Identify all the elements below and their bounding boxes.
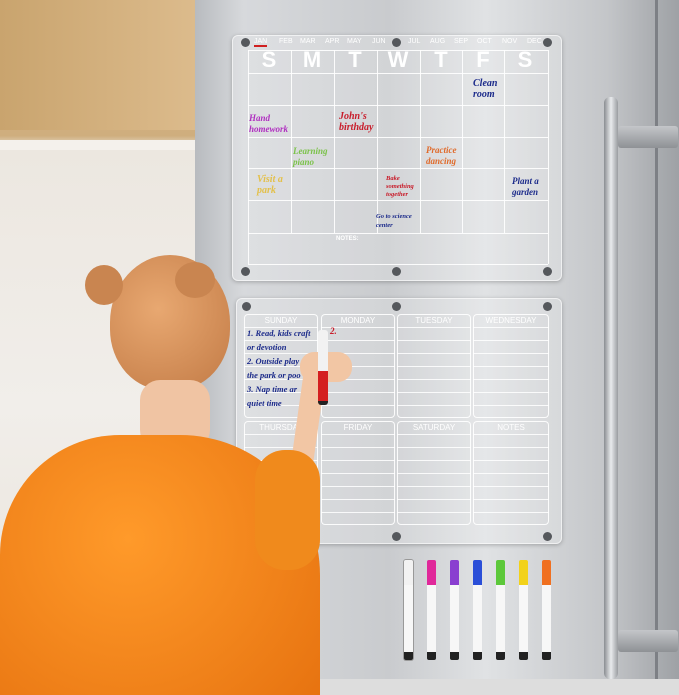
screw xyxy=(392,532,401,541)
hair-bun xyxy=(175,262,215,298)
marker-yellow[interactable] xyxy=(519,560,528,660)
event-science-center: Go to science center xyxy=(376,213,412,229)
month-oct: OCT xyxy=(477,38,492,45)
screw xyxy=(241,267,250,276)
handle-bracket-bottom xyxy=(618,630,678,652)
marker-white[interactable] xyxy=(404,560,413,660)
month-apr: APR xyxy=(325,38,340,45)
event-hand-homework: Hand homework xyxy=(249,113,289,134)
event-practice-dancing: Practice dancing xyxy=(426,145,457,166)
marker-blue[interactable] xyxy=(473,560,482,660)
event-learning-piano: Learning piano xyxy=(293,146,328,167)
month-nov: NOV xyxy=(502,38,518,45)
day-header: F xyxy=(476,47,490,72)
shelf xyxy=(0,140,195,150)
month-jan: JAN xyxy=(254,38,268,47)
event-bake-something: Bake something together xyxy=(386,175,414,198)
screw xyxy=(392,38,401,47)
marker-green[interactable] xyxy=(496,560,505,660)
screw xyxy=(543,302,552,311)
screw xyxy=(543,267,552,276)
month-feb: FEB xyxy=(279,38,293,45)
event-visit-a-park: Visit a park xyxy=(257,174,283,196)
day-header: M xyxy=(302,47,322,72)
screw xyxy=(242,302,251,311)
handle-bracket-top xyxy=(618,126,678,148)
weekly-cell-friday: FRIDAY xyxy=(321,421,395,525)
screw xyxy=(543,532,552,541)
weekly-cell-saturday: SATURDAY xyxy=(397,421,471,525)
day-header: T xyxy=(434,47,448,72)
weekly-cell-wednesday: WEDNESDAY xyxy=(473,314,549,418)
red-marker-in-hand xyxy=(318,330,328,405)
day-header: W xyxy=(387,47,409,72)
fridge-handle xyxy=(604,97,618,679)
fridge-door-gap xyxy=(655,0,658,679)
monday-note: 2. xyxy=(330,326,337,336)
event-clean-room: Clean room xyxy=(473,78,498,100)
monthly-calendar-board xyxy=(232,35,562,281)
sunday-schedule: 1. Read, kids craft or devotion 2. Outsi… xyxy=(247,328,311,408)
hair-bun xyxy=(85,265,123,305)
screw xyxy=(392,302,401,311)
month-jul: JUL xyxy=(408,38,421,45)
marker-purple[interactable] xyxy=(450,560,459,660)
month-sep: SEP xyxy=(454,38,469,45)
screw xyxy=(392,267,401,276)
screw xyxy=(543,38,552,47)
weekly-cell-tuesday: TUESDAY xyxy=(397,314,471,418)
event-johns-birthday: John's birthday xyxy=(339,111,374,133)
month-jun: JUN xyxy=(372,38,386,45)
event-plant-a-garden: Plant a garden xyxy=(512,176,539,197)
marker-orange[interactable] xyxy=(542,560,551,660)
month-mar: MAR xyxy=(300,38,316,45)
day-header: S xyxy=(261,47,277,72)
day-header: S xyxy=(517,47,533,72)
screw xyxy=(241,38,250,47)
marker-pink[interactable] xyxy=(427,560,436,660)
month-aug: AUG xyxy=(430,38,446,45)
month-dec: DEC xyxy=(527,38,542,45)
wood-cabinet xyxy=(0,0,195,130)
shirt-sleeve xyxy=(255,450,320,570)
notes-label: NOTES: xyxy=(336,236,359,242)
month-may: MAY xyxy=(347,38,362,45)
weekly-cell-notes: NOTES xyxy=(473,421,549,525)
day-header: T xyxy=(348,47,362,72)
